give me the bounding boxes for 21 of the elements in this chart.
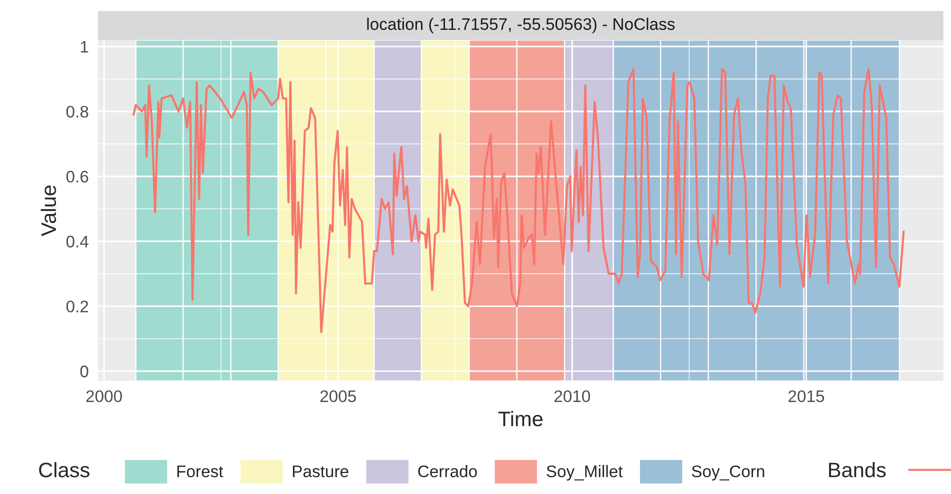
y-tick-label: 0 bbox=[80, 366, 88, 378]
legend-label: Cerrado bbox=[418, 465, 477, 478]
y-axis-title: Value bbox=[40, 185, 56, 236]
legend-label: Pasture bbox=[292, 466, 348, 478]
legend-title: Class bbox=[39, 462, 90, 478]
chart-title: location (-11.71557, -55.50563) - NoClass bbox=[367, 18, 675, 34]
y-tick-label: 0.6 bbox=[66, 170, 88, 183]
x-tick-label: 2000 bbox=[86, 390, 122, 402]
x-tick-label: 2015 bbox=[788, 390, 824, 402]
y-tick-label: 0.2 bbox=[66, 300, 88, 312]
legend-label: Soy_Corn bbox=[692, 465, 764, 481]
text: Bands bbox=[829, 462, 886, 478]
x-tick-label: 2005 bbox=[320, 390, 356, 402]
y-tick-label: 1 bbox=[80, 41, 88, 53]
legend-label: Soy_Millet bbox=[546, 465, 623, 481]
legend-label: Forest bbox=[177, 466, 224, 478]
y-tick-label: 0.8 bbox=[66, 106, 88, 118]
x-tick-label: 2010 bbox=[554, 390, 590, 402]
y-tick-label: 0.4 bbox=[66, 236, 88, 248]
line-series bbox=[132, 68, 905, 334]
x-axis-title: Time bbox=[498, 410, 543, 426]
